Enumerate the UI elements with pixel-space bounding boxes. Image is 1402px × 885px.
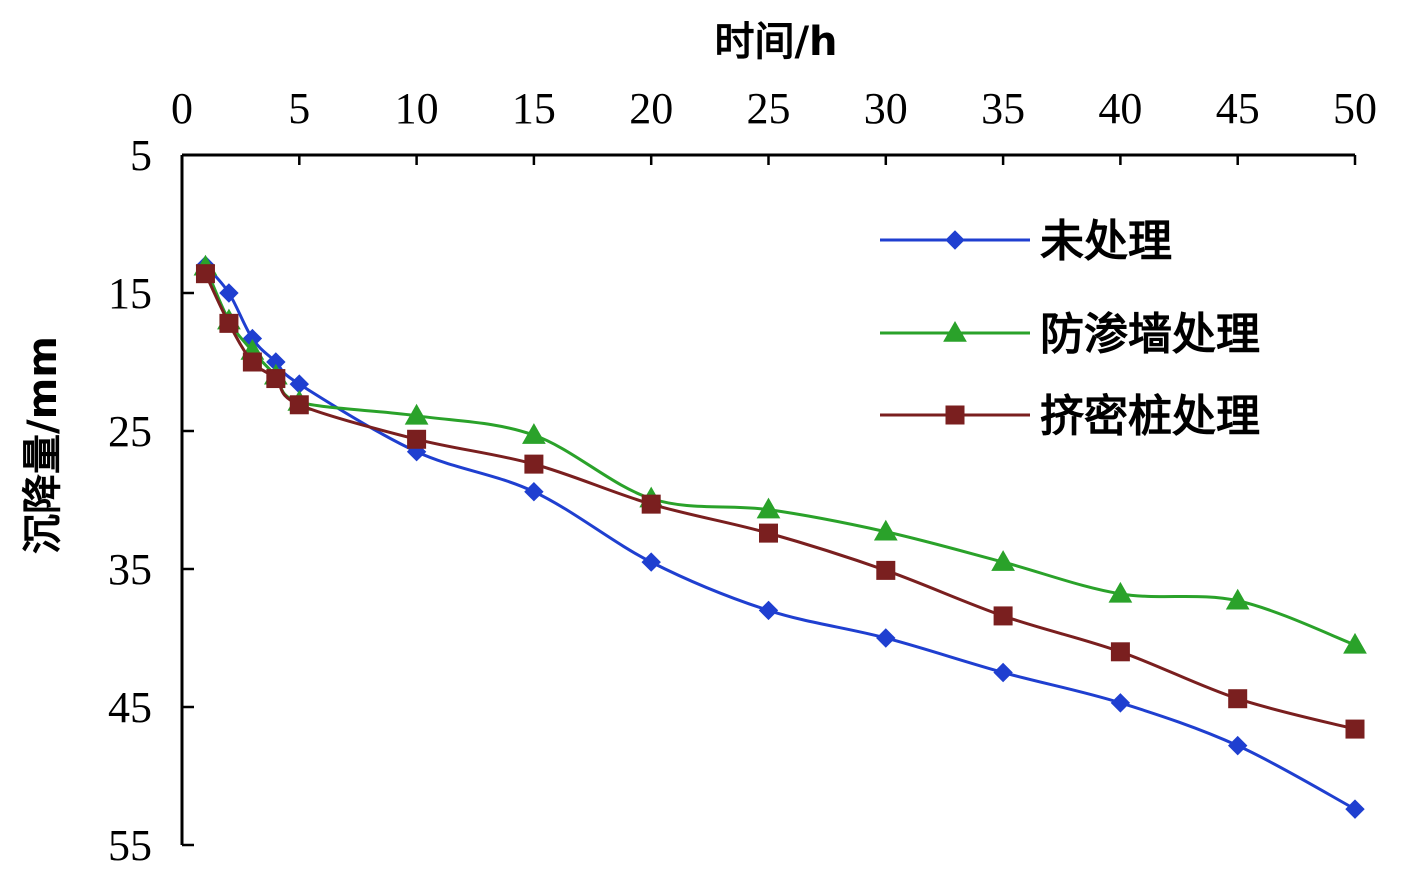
legend-marker [945, 405, 965, 425]
y-tick-label: 55 [108, 821, 152, 870]
data-point [641, 494, 661, 514]
data-point [1228, 689, 1248, 709]
x-axis-title: 时间/h [714, 19, 837, 65]
x-tick-label: 50 [1333, 84, 1377, 133]
data-point [522, 423, 546, 444]
y-tick-label: 5 [130, 131, 152, 180]
data-point [524, 482, 544, 502]
y-axis-title: 沉降量/mm [20, 336, 66, 554]
data-point [242, 352, 262, 372]
x-tick-label: 30 [864, 84, 908, 133]
data-point [407, 429, 427, 449]
legend-label: 防渗墙处理 [1040, 309, 1260, 360]
series-layer [193, 254, 1367, 819]
legend-label: 未处理 [1040, 216, 1172, 267]
data-point [876, 560, 896, 580]
y-tick-label: 15 [108, 269, 152, 318]
legend-item-0: 未处理 [880, 216, 1172, 267]
x-tick-label: 20 [629, 84, 673, 133]
data-point [993, 606, 1013, 626]
x-tick-label: 15 [512, 84, 556, 133]
legend-label: 挤密桩处理 [1040, 391, 1260, 442]
data-point [219, 283, 239, 303]
legend-item-1: 防渗墙处理 [880, 309, 1260, 360]
legend-item-2: 挤密桩处理 [880, 391, 1260, 442]
data-point [1227, 735, 1248, 756]
data-point [641, 552, 661, 572]
series-2 [195, 264, 1365, 739]
x-tick-label: 0 [171, 84, 193, 133]
data-point [404, 403, 429, 425]
data-point [289, 395, 309, 415]
data-point [266, 369, 286, 389]
data-point [756, 497, 781, 519]
data-point [195, 264, 215, 284]
x-tick-label: 25 [747, 84, 791, 133]
x-tick-label: 10 [395, 84, 439, 133]
data-point [1345, 799, 1365, 819]
data-point [876, 628, 896, 648]
data-point [993, 662, 1013, 683]
data-point [759, 523, 778, 543]
data-point [1108, 581, 1133, 603]
data-point [873, 519, 898, 541]
data-point [991, 550, 1015, 571]
data-point [1345, 719, 1365, 739]
legend-marker [943, 320, 967, 342]
data-point [524, 454, 544, 474]
x-tick-label: 40 [1098, 84, 1142, 133]
y-tick-label: 25 [108, 407, 152, 456]
legend-marker [945, 230, 965, 250]
x-tick-label: 45 [1216, 84, 1260, 133]
y-tick-label: 35 [108, 545, 152, 594]
y-tick-label: 45 [108, 683, 152, 732]
data-point [1343, 632, 1367, 654]
data-point [758, 600, 779, 621]
series-0 [195, 255, 1365, 819]
x-tick-label: 35 [981, 84, 1025, 133]
data-point [1110, 693, 1131, 713]
x-tick-label: 5 [288, 84, 310, 133]
data-point [219, 313, 239, 333]
data-point [1110, 642, 1130, 662]
data-point [1225, 588, 1250, 610]
